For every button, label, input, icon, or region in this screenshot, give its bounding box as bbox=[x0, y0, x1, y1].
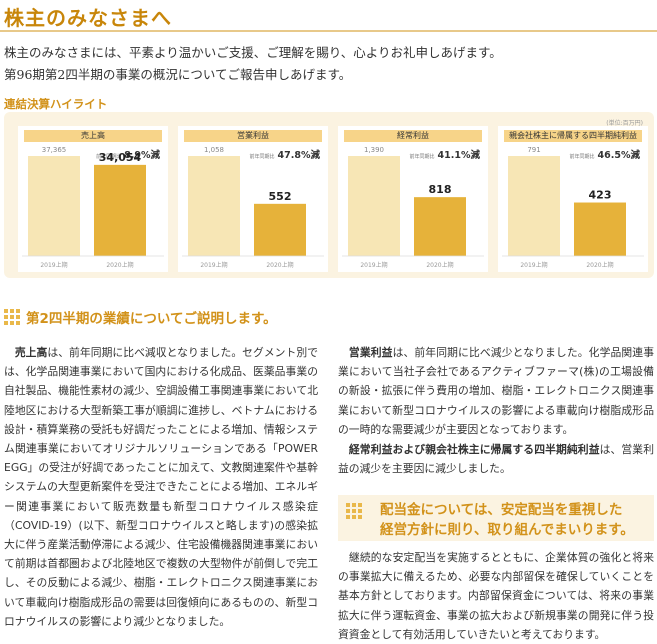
category-label: 2019上期 bbox=[200, 261, 227, 269]
category-label: 2020上期 bbox=[426, 261, 453, 269]
data-label: 1,058 bbox=[204, 146, 224, 154]
unit-note: (単位:百万円) bbox=[606, 120, 643, 127]
bar-previous bbox=[508, 156, 560, 256]
lead-term: 売上高 bbox=[14, 346, 48, 359]
card-label: 親会社株主に帰属する四半期純利益 bbox=[504, 130, 642, 142]
bar-previous bbox=[188, 156, 240, 256]
dividend-explanation: 継続的な安定配当を実施するとともに、企業体質の強化と将来の事業拡大に備えるため、… bbox=[338, 548, 654, 644]
bar-current bbox=[574, 202, 626, 256]
data-label: 791 bbox=[527, 146, 540, 154]
intro-line-2: 第96期第2四半期の事業の概況についてご報告申しあげます。 bbox=[4, 67, 352, 82]
net-income-explanation: 経常利益および親会社株主に帰属する四半期純利益は、営業利益の減少を主要因に減少し… bbox=[338, 440, 654, 478]
sales-explanation: 売上高は、前年同期に比べ減収となりました。セグメント別では、化学品関連事業におい… bbox=[4, 343, 318, 631]
lead-term: 営業利益 bbox=[348, 346, 393, 359]
category-label: 2020上期 bbox=[266, 261, 293, 269]
dividend-title-line-1: 配当金については、安定配当を重視した bbox=[380, 502, 623, 518]
intro-line-1: 株主のみなさまには、平素より温かいご支援、ご理解を賜り、心よりお礼申しあげます。 bbox=[4, 45, 502, 60]
change-prefix: 前年同期比 bbox=[96, 154, 122, 160]
data-label: 34,054 bbox=[99, 151, 142, 164]
change-value: 47.8%減 bbox=[277, 150, 320, 161]
section-title: 第2四半期の業績についてご説明します。 bbox=[26, 311, 277, 327]
dots-icon bbox=[4, 309, 20, 325]
operating-profit-explanation: 営業利益は、前年同期に比べ減少となりました。化学品関連事業において当社子会社であ… bbox=[338, 343, 654, 439]
paragraph-text: は、前年同期に比べ減収となりました。セグメント別では、化学品関連事業において国内… bbox=[4, 346, 319, 628]
change-value: 41.1%減 bbox=[437, 150, 480, 161]
card-label: 売上高 bbox=[24, 130, 162, 142]
net-income-bar-chart: 791 2019上期 423 2020上期 bbox=[502, 146, 644, 269]
data-label: 1,390 bbox=[364, 146, 384, 154]
card-label: 営業利益 bbox=[184, 130, 322, 142]
dividend-title: 配当金については、安定配当を重視した 経営方針に則り、取り組んでまいります。 bbox=[380, 500, 634, 540]
card-label: 経常利益 bbox=[344, 130, 482, 142]
highlights-heading: 連結決算ハイライト bbox=[4, 97, 108, 111]
change-prefix: 前年同期比 bbox=[409, 154, 435, 160]
lead-term: 経常利益および親会社株主に帰属する四半期純利益 bbox=[348, 443, 600, 456]
category-label: 2020上期 bbox=[106, 261, 133, 269]
bar-current bbox=[94, 164, 146, 256]
paragraph-text: 継続的な安定配当を実施するとともに、企業体質の強化と将来の事業拡大に備えるため、… bbox=[338, 551, 654, 641]
data-label: 552 bbox=[269, 190, 292, 203]
section-header: 第2四半期の業績についてご説明します。 bbox=[4, 306, 277, 328]
change-prefix: 前年同期比 bbox=[249, 154, 275, 160]
sales-bar-chart: 37,365 2019上期 34,054 2020上期 bbox=[22, 146, 164, 269]
highlight-card-net-income: 親会社株主に帰属する四半期純利益 前年同期比 46.5%減 791 2019上期 42… bbox=[498, 126, 648, 272]
highlight-card-sales: 売上高 前年同期比 8.9%減 37,365 2019上期 34,054 2020上期 bbox=[18, 126, 168, 272]
bar-current bbox=[414, 197, 466, 256]
ordinary-profit-bar-chart: 1,390 2019上期 818 2020上期 bbox=[342, 146, 484, 269]
highlight-card-operating-profit: 営業利益 前年同期比 47.8%減 1,058 2019上期 552 2020上期 bbox=[178, 126, 328, 272]
bar-previous bbox=[348, 156, 400, 256]
paragraph-text: は、営業利益の減少を主要因に減少しました。 bbox=[338, 443, 655, 476]
card-change: 前年同期比 46.5%減 bbox=[570, 147, 640, 161]
title-divider bbox=[0, 30, 657, 32]
card-change: 前年同期比 47.8%減 bbox=[250, 147, 320, 161]
page-title: 株主のみなさまへ bbox=[4, 6, 172, 30]
category-label: 2019上期 bbox=[520, 261, 547, 269]
highlight-card-ordinary-profit: 経常利益 前年同期比 41.1%減 1,390 2019上期 818 2020上期 bbox=[338, 126, 488, 272]
bar-previous bbox=[28, 156, 80, 256]
category-label: 2019上期 bbox=[360, 261, 387, 269]
category-label: 2020上期 bbox=[586, 261, 613, 269]
dots-icon bbox=[346, 503, 362, 519]
operating-profit-bar-chart: 1,058 2019上期 552 2020上期 bbox=[182, 146, 324, 269]
dividend-title-line-2: 経営方針に則り、取り組んでまいります。 bbox=[380, 522, 634, 538]
change-value: 8.9%減 bbox=[124, 150, 160, 161]
card-change: 前年同期比 41.1%減 bbox=[410, 147, 480, 161]
change-value: 46.5%減 bbox=[597, 150, 640, 161]
bar-current bbox=[254, 203, 306, 256]
category-label: 2019上期 bbox=[40, 261, 67, 269]
data-label: 818 bbox=[429, 183, 452, 196]
data-label: 37,365 bbox=[42, 146, 67, 154]
change-prefix: 前年同期比 bbox=[569, 154, 595, 160]
card-change: 前年同期比 8.9%減 bbox=[96, 147, 160, 161]
data-label: 423 bbox=[589, 189, 612, 202]
dividend-header: 配当金については、安定配当を重視した 経営方針に則り、取り組んでまいります。 bbox=[338, 495, 654, 541]
paragraph-text: は、前年同期に比べ減少となりました。化学品関連事業において当社子会社であるアクテ… bbox=[338, 346, 655, 436]
